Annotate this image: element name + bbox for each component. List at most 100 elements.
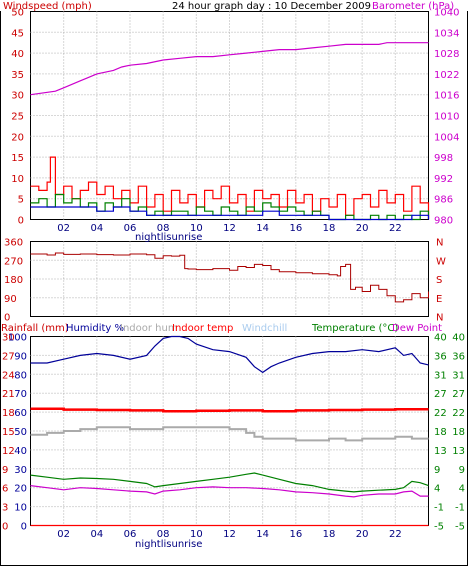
wind-xtick-10: 10 — [190, 223, 203, 234]
rain-tick-7: 21 — [2, 389, 15, 400]
wind-xtick-20: 20 — [356, 223, 369, 234]
temp-xtick-20: 20 — [356, 529, 369, 540]
series-direction — [30, 252, 429, 303]
temp-xtick-18: 18 — [323, 529, 336, 540]
wind-tick-40: 40 — [11, 49, 24, 60]
rain-tick-3: 9 — [2, 465, 8, 476]
temp-xtick-04: 04 — [90, 529, 103, 540]
temp-xtick-16: 16 — [289, 529, 302, 540]
wind-xtick-06: 06 — [124, 223, 137, 234]
dir-tick-90: 90 — [4, 294, 17, 305]
dir-tick-270: 270 — [4, 256, 23, 267]
series-gust — [30, 156, 430, 220]
wind-tick-0: 0 — [18, 216, 24, 227]
temp-tick-b-2: 4 — [459, 484, 465, 495]
hum-tick-1: 10 — [14, 503, 27, 514]
temp-tick-a-5: 18 — [434, 427, 447, 438]
series-temperature — [30, 472, 429, 493]
hum-tick-4: 40 — [14, 446, 27, 457]
rain-tick-2: 6 — [2, 484, 8, 495]
windchill-legend: Windchill — [242, 323, 287, 334]
barometer-axis-title: Barometer (hPa) — [372, 1, 454, 12]
series-avg — [30, 206, 430, 221]
temp-tick-b-5: 18 — [452, 427, 465, 438]
baro-tick-986: 986 — [434, 195, 453, 206]
hum-tick-2: 20 — [14, 484, 27, 495]
indoor-hum-legend: Indoor hum — [120, 323, 178, 334]
wind-xtick-02: 02 — [57, 223, 70, 234]
baro-tick-998: 998 — [434, 153, 453, 164]
wind-xtick-16: 16 — [289, 223, 302, 234]
series-barometer — [30, 42, 429, 96]
temp-xtick-06: 06 — [124, 529, 137, 540]
temp-tick-a-9: 36 — [434, 351, 447, 362]
temperature-legend: Temperature (°C) — [311, 323, 398, 334]
temp-xtick-08: 08 — [157, 529, 170, 540]
rain-tick-10: 30 — [2, 333, 15, 344]
wind-xtick-08: 08 — [157, 223, 170, 234]
temp-annotation: nightlisunrise — [135, 539, 202, 550]
series-humidity — [30, 335, 429, 374]
chart-title: 24 hour graph day : 10 December 2009 — [172, 1, 371, 12]
hum-tick-10: 100 — [8, 333, 27, 344]
temp-tick-b-6: 22 — [452, 408, 465, 419]
wind-tick-20: 20 — [11, 132, 24, 143]
temp-tick-b-4: 13 — [452, 446, 465, 457]
temp-xtick-12: 12 — [223, 529, 236, 540]
temp-tick-b-3: 9 — [459, 465, 465, 476]
hum-tick-0: 0 — [21, 522, 27, 533]
baro-tick-1028: 1028 — [434, 49, 459, 60]
temp-tick-a-1: -1 — [434, 503, 444, 514]
temp-xtick-14: 14 — [256, 529, 269, 540]
dir-tick-0: 0 — [4, 313, 10, 324]
indoor-temp-legend: Indoor temp — [172, 323, 233, 334]
wind-tick-50: 50 — [11, 8, 24, 19]
temp-xtick-10: 10 — [190, 529, 203, 540]
wind-xtick-18: 18 — [323, 223, 336, 234]
temp-tick-a-3: 9 — [434, 465, 440, 476]
humidity-legend: Humidity % — [66, 323, 124, 334]
panel-wind: 0510152025303540455098098699299810041010… — [11, 8, 459, 244]
windspeed-axis-title: Windspeed (mph) — [3, 1, 92, 12]
wind-tick-45: 45 — [11, 28, 24, 39]
hum-tick-7: 70 — [14, 389, 27, 400]
temp-tick-b-10: 40 — [452, 333, 465, 344]
temp-tick-a-2: 4 — [434, 484, 440, 495]
series-indoor_temp — [30, 407, 429, 413]
baro-tick-992: 992 — [434, 174, 453, 185]
dew-point-legend: Dew Point — [392, 323, 442, 334]
hum-tick-6: 60 — [14, 408, 27, 419]
dir-compass-4: N — [436, 313, 443, 324]
wind-tick-5: 5 — [18, 195, 24, 206]
baro-tick-1040: 1040 — [434, 8, 459, 19]
wind-xtick-12: 12 — [223, 223, 236, 234]
wind-xtick-22: 22 — [389, 223, 402, 234]
temp-tick-a-4: 13 — [434, 446, 447, 457]
baro-tick-980: 980 — [434, 216, 453, 227]
temp-tick-b-0: -5 — [455, 522, 465, 533]
temp-tick-a-8: 31 — [434, 370, 447, 381]
temp-tick-b-8: 31 — [452, 370, 465, 381]
baro-tick-1004: 1004 — [434, 132, 459, 143]
temp-tick-b-7: 27 — [452, 389, 465, 400]
rain-tick-5: 15 — [2, 427, 15, 438]
dir-compass-0: N — [436, 238, 443, 249]
dir-compass-2: S — [436, 275, 442, 286]
temp-tick-b-1: -1 — [455, 503, 465, 514]
hum-tick-3: 30 — [14, 465, 27, 476]
header-band — [0, 0, 468, 11]
wind-tick-15: 15 — [11, 153, 24, 164]
rain-tick-6: 18 — [2, 408, 15, 419]
baro-tick-1034: 1034 — [434, 28, 459, 39]
rainfall-legend: Rainfall (mm) — [1, 323, 69, 334]
temp-tick-a-0: -5 — [434, 522, 444, 533]
rain-tick-4: 12 — [2, 446, 15, 457]
series-indoor_hum — [30, 426, 429, 442]
wind-xtick-14: 14 — [256, 223, 269, 234]
rain-tick-0: 0 — [2, 522, 8, 533]
baro-tick-1022: 1022 — [434, 70, 459, 81]
